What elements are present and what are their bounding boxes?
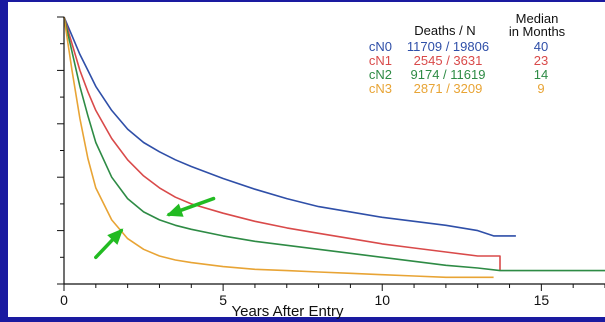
legend-name-cn3: cN3 <box>369 81 392 96</box>
table-header-in-months: in Months <box>509 24 566 39</box>
legend-median-cn3: 9 <box>537 81 544 96</box>
y-tick-label: 100% <box>17 9 53 25</box>
legend-name-cn2: cN2 <box>369 67 392 82</box>
table-header-median: Median <box>516 11 559 26</box>
table-header-deaths-n: Deaths / N <box>414 23 475 38</box>
annotation-arrow-head <box>107 228 124 245</box>
series-line-cn1 <box>63 16 501 271</box>
y-tick-label: 20% <box>25 223 53 239</box>
y-tick-label: 80% <box>25 62 53 78</box>
legend-deaths-n-cn2: 9174 / 11619 <box>411 67 486 82</box>
legend-median-cn1: 23 <box>534 53 548 68</box>
x-tick-label: 10 <box>374 292 390 308</box>
x-axis-label: Years After Entry <box>231 303 344 320</box>
legend-name-cn1: cN1 <box>369 53 392 68</box>
x-tick-label: 5 <box>219 292 227 308</box>
legend-median-cn0: 40 <box>534 39 548 54</box>
series-line-cn2 <box>63 16 605 272</box>
legend-name-cn0: cN0 <box>369 39 392 54</box>
legend-median-cn2: 14 <box>534 67 548 82</box>
y-tick-label: 40% <box>25 169 53 185</box>
annotation-arrow-head <box>166 203 184 217</box>
legend-deaths-n-cn1: 2545 / 3631 <box>414 53 483 68</box>
x-tick-label: 15 <box>534 292 550 308</box>
plot-background <box>8 2 605 317</box>
series-line-cn3 <box>63 16 494 279</box>
legend-deaths-n-cn0: 11709 / 19806 <box>407 39 489 54</box>
y-tick-label: 60% <box>25 116 53 132</box>
series-line-cn0 <box>63 16 516 237</box>
y-tick-label: 0% <box>33 276 53 292</box>
x-tick-label: 0 <box>60 292 68 308</box>
legend-deaths-n-cn3: 2871 / 3209 <box>414 81 483 96</box>
